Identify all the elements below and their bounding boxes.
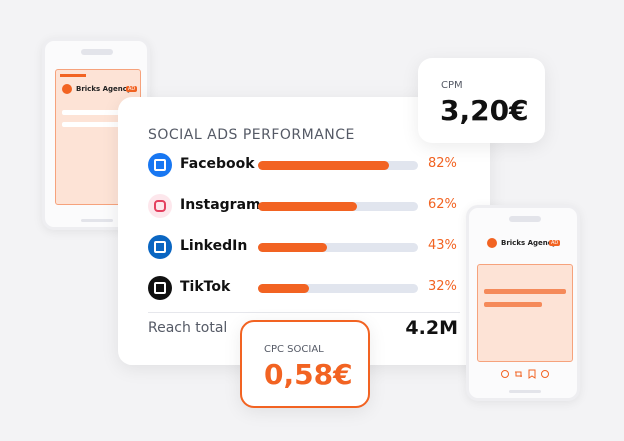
icon-save	[528, 369, 536, 379]
platform-icon	[148, 153, 172, 177]
icon-glyph	[154, 282, 166, 294]
ad-area: Bricks Agency AD	[55, 69, 141, 205]
platform-name: LinkedIn	[180, 238, 248, 254]
cpm-card: CPM 3,20€	[418, 58, 545, 143]
icon-glyph	[154, 241, 166, 253]
icon-comment	[541, 370, 549, 378]
value-label: 32%	[428, 279, 457, 294]
bar-track	[258, 243, 418, 252]
line	[62, 122, 122, 127]
logo	[487, 238, 497, 248]
bar	[258, 284, 310, 293]
platform-icon	[148, 194, 172, 218]
platform-name: TikTok	[180, 279, 231, 295]
glyph	[154, 159, 166, 171]
cpc-value: 0,58€	[264, 358, 353, 391]
line	[484, 302, 542, 307]
cpm-value: 3,20€	[440, 94, 529, 127]
cpc-card: CPC SOCIAL 0,58€	[240, 320, 370, 408]
line	[62, 110, 132, 115]
icon-glyph	[154, 200, 166, 212]
bar	[258, 243, 327, 252]
badge: AD	[126, 86, 138, 92]
platform-icon	[148, 276, 172, 300]
reach-label: Reach total	[148, 320, 228, 336]
brand: Bricks Agency	[76, 85, 132, 93]
glyph	[154, 282, 166, 294]
icon-share	[515, 371, 522, 377]
divider	[148, 312, 460, 313]
value-label: 82%	[428, 156, 457, 171]
bar	[258, 161, 390, 170]
line	[484, 289, 566, 294]
speaker	[81, 49, 113, 55]
bar	[258, 202, 358, 211]
badge: AD	[549, 240, 561, 246]
platform-name: Instagram	[180, 197, 261, 213]
home-bar	[81, 219, 113, 222]
brand: Bricks Agency	[501, 239, 557, 247]
progress	[60, 74, 86, 77]
value-label: 43%	[428, 238, 457, 253]
home-bar	[509, 390, 541, 393]
bar-track	[258, 284, 418, 293]
card-title: SOCIAL ADS PERFORMANCE	[148, 127, 355, 143]
speaker	[509, 216, 541, 222]
glyph	[154, 200, 166, 212]
icon-like	[501, 370, 509, 378]
action-icons	[501, 369, 549, 379]
platform-name: Facebook	[180, 156, 255, 172]
cpm-label: CPM	[441, 80, 463, 91]
logo	[62, 84, 72, 94]
icon-glyph	[154, 159, 166, 171]
value-label: 62%	[428, 197, 457, 212]
ad-area	[477, 264, 573, 362]
glyph	[154, 241, 166, 253]
platform-icon	[148, 235, 172, 259]
reach-value: 4.2M	[405, 317, 458, 339]
cpc-label: CPC SOCIAL	[264, 344, 324, 355]
phone-right: Bricks Agency AD	[466, 205, 580, 401]
